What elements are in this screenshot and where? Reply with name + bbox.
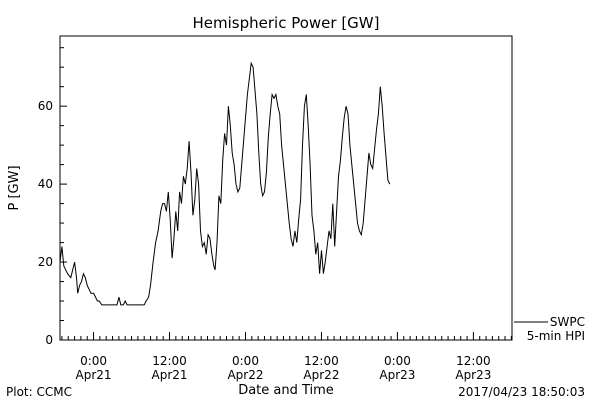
x-axis-label: Date and Time xyxy=(238,383,334,398)
x-tick-time-label: 0:00 xyxy=(80,354,107,368)
x-tick-time-label: 12:00 xyxy=(304,354,339,368)
y-tick-label: 40 xyxy=(38,177,53,191)
footer-timestamp: 2017/04/23 18:50:03 xyxy=(458,385,585,399)
legend-swpc-label: SWPC xyxy=(550,315,585,329)
y-tick-label: 0 xyxy=(45,333,53,347)
series-line-hpi xyxy=(59,61,391,306)
x-tick-date-label: Apr23 xyxy=(455,368,491,382)
series-layer xyxy=(59,61,391,306)
plot-frame xyxy=(59,35,513,341)
x-tick-date-label: Apr21 xyxy=(76,368,112,382)
x-tick-date-label: Apr21 xyxy=(152,368,188,382)
x-tick-date-label: Apr23 xyxy=(379,368,415,382)
y-axis: 0 20 40 60 xyxy=(38,47,67,347)
y-tick-label: 60 xyxy=(38,99,53,113)
y-axis-label: P [GW] xyxy=(7,165,22,210)
x-tick-time-label: 12:00 xyxy=(152,354,187,368)
footer-credit: Plot: CCMC xyxy=(6,385,72,399)
x-axis: 0:00Apr2112:00Apr210:00Apr2212:00Apr220:… xyxy=(61,332,512,382)
legend: SWPC 5-min HPI xyxy=(514,315,585,343)
chart-title: Hemispheric Power [GW] xyxy=(193,14,380,32)
x-tick-time-label: 12:00 xyxy=(456,354,491,368)
x-tick-time-label: 0:00 xyxy=(232,354,259,368)
x-tick-time-label: 0:00 xyxy=(384,354,411,368)
x-tick-date-label: Apr22 xyxy=(303,368,339,382)
y-tick-label: 20 xyxy=(38,255,53,269)
legend-hpi-label: 5-min HPI xyxy=(527,329,585,343)
x-tick-date-label: Apr22 xyxy=(227,368,263,382)
